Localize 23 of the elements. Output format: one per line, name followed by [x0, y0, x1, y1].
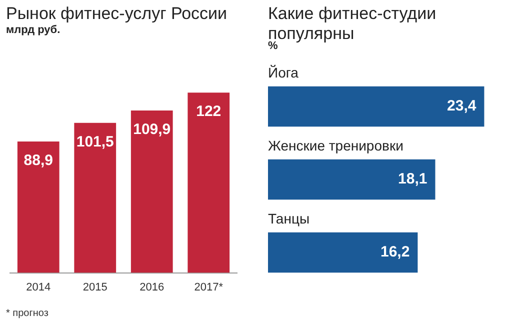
x-tick-label: 2017* [194, 281, 224, 294]
chart-title: Какие фитнес-студии популярны [268, 4, 438, 43]
y-tick-label: Танцы [268, 210, 310, 226]
data-label: 88,9 [24, 152, 53, 170]
text: * прогноз [6, 308, 50, 319]
bar [188, 92, 230, 273]
y-tick-label: Женские тренировки [268, 137, 404, 154]
bar [17, 141, 60, 273]
data-label: 109,9 [133, 121, 171, 138]
data-label: 101,5 [76, 134, 114, 151]
bar [74, 122, 116, 273]
data-label: 122 [196, 103, 222, 120]
y-tick-label: Йога [268, 64, 299, 80]
data-label: 16,2 [380, 244, 410, 261]
data-label: 23,4 [447, 98, 477, 115]
bar [130, 110, 173, 273]
data-label: 18,1 [398, 170, 428, 188]
x-tick-label: 2015 [82, 281, 108, 294]
chart-subtitle: % [268, 40, 278, 52]
chart-title: Рынок фитнес-услуг России [6, 4, 228, 23]
chart-subtitle: млрд руб. [6, 24, 62, 36]
x-tick-label: 2016 [140, 281, 164, 294]
x-tick-label: 2014 [26, 281, 51, 294]
